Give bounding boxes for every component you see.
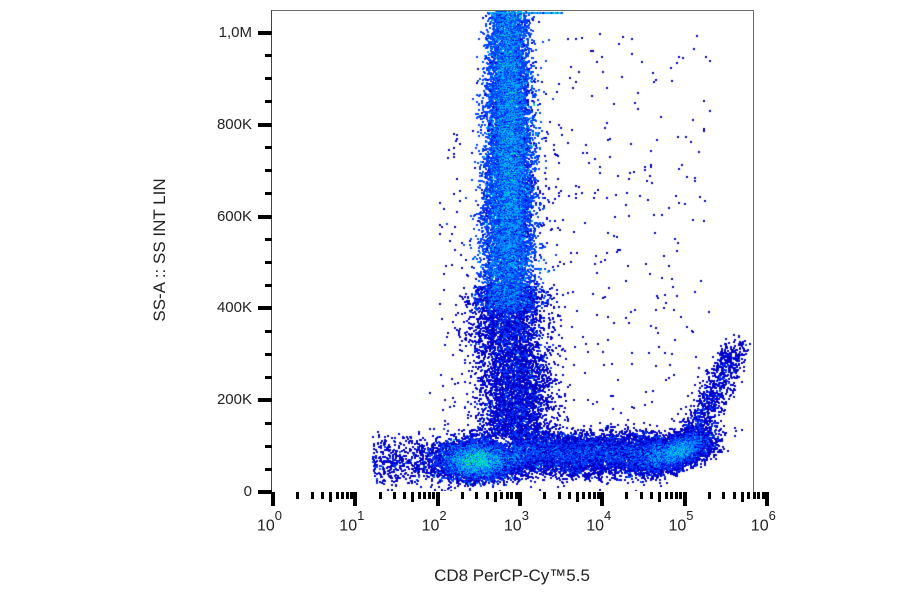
x-minor-tick (732, 492, 736, 499)
x-minor-tick (722, 492, 726, 499)
y-major-tick (258, 306, 272, 311)
x-minor-tick (505, 492, 509, 499)
y-minor-tick (265, 238, 272, 242)
x-minor-tick (670, 492, 674, 499)
x-minor-tick (658, 492, 662, 502)
y-minor-tick (265, 100, 272, 104)
x-minor-tick (321, 492, 325, 499)
y-minor-tick (265, 283, 272, 287)
y-minor-tick (265, 77, 272, 81)
x-minor-tick (345, 492, 349, 499)
y-tick-label: 600K (216, 207, 252, 225)
x-minor-tick (393, 492, 397, 499)
x-minor-tick (567, 492, 571, 499)
x-major-tick (435, 492, 440, 506)
x-minor-tick (757, 492, 761, 499)
x-minor-tick (296, 492, 300, 499)
x-minor-tick (575, 492, 579, 502)
x-minor-tick (592, 492, 596, 499)
y-major-tick (258, 398, 272, 403)
x-minor-tick (378, 492, 382, 499)
x-major-tick (600, 492, 605, 506)
x-major-tick (271, 492, 275, 506)
y-axis-title: SS-A :: SS INT LIN (150, 178, 169, 322)
y-minor-tick (265, 444, 272, 448)
x-tick-label: 103 (503, 508, 529, 535)
x-minor-tick (650, 492, 654, 499)
x-minor-tick (625, 492, 629, 499)
x-minor-tick (707, 492, 711, 499)
x-tick-label: 106 (750, 508, 776, 535)
x-minor-tick (639, 492, 643, 499)
x-minor-tick (493, 492, 497, 502)
x-minor-tick (747, 492, 751, 499)
x-minor-tick (411, 492, 415, 502)
x-major-tick (517, 492, 522, 506)
y-minor-tick (265, 261, 272, 264)
y-minor-tick (265, 54, 272, 58)
x-tick-label: 102 (421, 508, 447, 535)
y-tick-label: 400K (216, 299, 252, 317)
y-minor-tick (265, 329, 272, 333)
x-major-tick (682, 492, 687, 506)
x-minor-tick (329, 492, 333, 502)
density-scatter-canvas (272, 11, 753, 491)
x-minor-tick (752, 492, 756, 499)
x-minor-tick (423, 492, 427, 499)
x-minor-tick (510, 492, 514, 499)
x-minor-tick (761, 492, 765, 499)
y-minor-tick (265, 352, 272, 356)
x-minor-tick (557, 492, 561, 499)
y-minor-tick (265, 467, 272, 471)
x-minor-tick (417, 492, 421, 499)
x-minor-tick (428, 492, 432, 499)
x-minor-tick (310, 492, 314, 499)
y-major-tick (258, 122, 272, 127)
y-minor-tick (265, 169, 272, 173)
y-major-tick (258, 214, 272, 219)
x-minor-tick (596, 492, 600, 499)
y-minor-tick (265, 146, 272, 150)
x-tick-label: 100 (257, 508, 283, 535)
y-minor-tick (265, 375, 272, 379)
x-minor-tick (341, 492, 345, 499)
x-major-tick (353, 492, 358, 506)
plot-area-frame (271, 10, 754, 492)
x-axis-title: CD8 PerCP-Cy™5.5 (434, 566, 590, 585)
x-minor-tick (582, 492, 586, 499)
x-minor-tick (335, 492, 339, 499)
x-minor-tick (350, 492, 354, 499)
x-minor-tick (460, 492, 464, 499)
x-minor-tick (485, 492, 489, 499)
x-minor-tick (432, 492, 436, 499)
x-minor-tick (740, 492, 744, 502)
x-minor-tick (587, 492, 591, 499)
x-tick-label: 101 (339, 508, 365, 535)
y-tick-label: 0 (243, 483, 252, 500)
x-minor-tick (475, 492, 479, 499)
x-minor-tick (664, 492, 668, 499)
x-minor-tick (403, 492, 407, 499)
y-tick-label: 200K (216, 391, 252, 409)
x-minor-tick (675, 492, 679, 499)
x-minor-tick (514, 492, 518, 499)
origin-tick (258, 490, 272, 494)
y-tick-label: 800K (216, 115, 252, 133)
x-tick-label: 104 (586, 508, 612, 535)
x-minor-tick (500, 492, 504, 499)
x-tick-label: 105 (668, 508, 694, 535)
y-major-tick (258, 31, 272, 35)
y-minor-tick (265, 192, 272, 196)
y-tick-label: 1,0M (218, 24, 252, 41)
x-minor-tick (679, 492, 683, 499)
y-minor-tick (265, 421, 272, 425)
x-major-tick (764, 492, 769, 506)
x-minor-tick (543, 492, 547, 499)
